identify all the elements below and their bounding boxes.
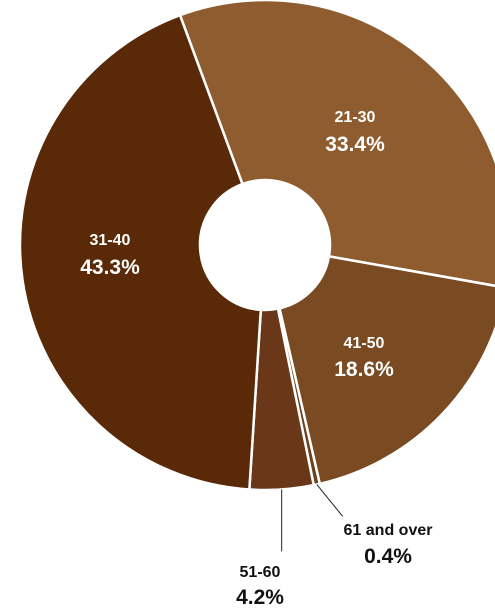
leader-line-61-and-over [316,484,344,517]
slice-label-21-30: 21-30 [335,109,376,126]
donut-hole [200,180,330,310]
slice-value-41-50: 18.6% [334,358,394,381]
slice-value-21-30: 33.4% [325,133,385,156]
slice-value-61-and-over: 0.4% [364,545,412,568]
slice-label-41-50: 41-50 [344,335,385,352]
slice-label-51-60: 51-60 [240,564,281,581]
slice-value-31-40: 43.3% [80,256,140,279]
leader-lines [281,484,344,552]
slice-value-51-60: 4.2% [236,586,284,609]
slice-label-31-40: 31-40 [90,232,131,249]
slice-label-61-and-over: 61 and over [344,522,433,539]
